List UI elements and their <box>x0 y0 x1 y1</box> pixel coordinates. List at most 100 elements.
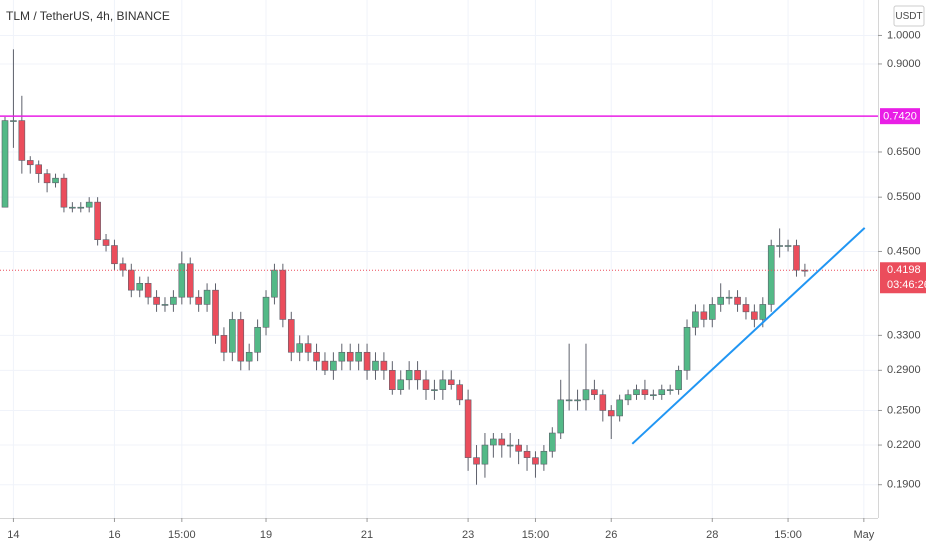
candle-body <box>515 444 522 452</box>
y-tick-label: 0.4500 <box>887 245 921 257</box>
candle-body <box>565 399 573 402</box>
candle-body <box>591 389 598 396</box>
candle-body <box>119 263 127 271</box>
candle-body <box>650 394 657 397</box>
x-tick-label: 15:00 <box>774 529 802 541</box>
candle-body <box>363 351 371 371</box>
candle-body <box>254 326 261 353</box>
last-price-box <box>880 262 926 294</box>
candle-body <box>422 379 430 390</box>
candle-body <box>692 311 699 328</box>
candle-body <box>52 177 59 184</box>
candle-body <box>397 379 405 390</box>
candle-body <box>220 335 228 353</box>
candle-body <box>582 389 590 401</box>
candle-body <box>607 410 615 417</box>
candle-body <box>380 360 388 371</box>
x-tick-label: 15:00 <box>522 529 550 541</box>
level-label-box <box>880 108 920 125</box>
candle-body <box>658 389 666 396</box>
candle-body <box>178 263 186 298</box>
candle-body <box>742 304 750 313</box>
countdown-label: 03:46:26 <box>887 279 930 291</box>
candle-body <box>616 399 623 417</box>
y-tick-label: 0.2200 <box>887 439 921 451</box>
x-tick-label: 15:00 <box>168 529 196 541</box>
y-tick-label: 1.0000 <box>887 29 921 41</box>
candle-body <box>793 245 800 271</box>
candle-body <box>161 304 169 306</box>
trend-line <box>631 227 866 445</box>
candle-body <box>675 370 682 390</box>
candle-body <box>304 343 312 353</box>
candle-body <box>203 289 211 305</box>
candle-body <box>776 245 783 247</box>
y-tick-label: 0.2900 <box>887 364 921 376</box>
candle-body <box>144 283 152 298</box>
candle-body <box>287 319 295 353</box>
candle-body <box>439 379 447 390</box>
candle-body <box>447 379 455 385</box>
candle-body <box>279 269 287 320</box>
x-tick-label: 16 <box>108 529 120 541</box>
candle-body <box>195 296 202 305</box>
y-tick-label: 0.9000 <box>887 58 921 70</box>
candle-body <box>111 245 118 265</box>
candle-body <box>1 120 9 208</box>
candle-body <box>372 360 379 371</box>
candle-body <box>330 360 337 371</box>
candle-body <box>321 360 329 371</box>
candle-body <box>683 326 691 371</box>
last-price-label: 0.4198 <box>887 264 921 276</box>
candle-body <box>389 370 396 390</box>
candle-body <box>481 444 489 465</box>
x-tick-label: 21 <box>361 529 373 541</box>
y-tick-label: 0.1900 <box>887 479 921 491</box>
y-tick-label: 0.5500 <box>887 191 921 203</box>
candle-body <box>548 432 556 452</box>
candle-body <box>464 399 472 458</box>
candle-body <box>498 438 506 446</box>
candle-body <box>229 319 236 353</box>
candle-body <box>237 319 245 362</box>
candle-body <box>490 438 497 446</box>
candle-body <box>77 206 85 209</box>
currency-button[interactable] <box>893 5 925 27</box>
candle-body <box>18 120 26 161</box>
candle-body <box>633 389 640 396</box>
candle-body <box>414 370 421 381</box>
x-tick-label: 14 <box>7 529 19 541</box>
candle-body <box>405 370 413 381</box>
x-tick-label: 28 <box>706 529 718 541</box>
candle-body <box>85 201 93 208</box>
x-tick-label: 26 <box>605 529 617 541</box>
candle-body <box>170 296 177 305</box>
candle-body <box>69 206 76 209</box>
candle-body <box>10 120 17 122</box>
candle-body <box>624 394 632 401</box>
x-tick-label: 19 <box>260 529 272 541</box>
level-label: 0.7420 <box>883 111 917 123</box>
candle-body <box>431 389 438 391</box>
x-tick-label: 23 <box>462 529 474 541</box>
candle-body <box>767 245 775 305</box>
candle-body <box>245 351 253 362</box>
candle-body <box>313 351 320 362</box>
candle-body <box>94 201 101 240</box>
candle-body <box>153 296 160 305</box>
candle-body <box>355 351 362 362</box>
candle-body <box>734 296 741 305</box>
candle-body <box>523 450 531 458</box>
candle-body <box>102 239 110 246</box>
candle-body <box>641 389 649 396</box>
candle-body <box>456 384 463 401</box>
candle-body <box>346 351 354 362</box>
candle-body <box>717 296 725 305</box>
currency-label[interactable]: USDT <box>895 11 922 22</box>
candle-body <box>540 450 548 465</box>
candle-body <box>43 173 51 184</box>
candle-body <box>136 283 144 291</box>
candle-body <box>26 160 34 166</box>
